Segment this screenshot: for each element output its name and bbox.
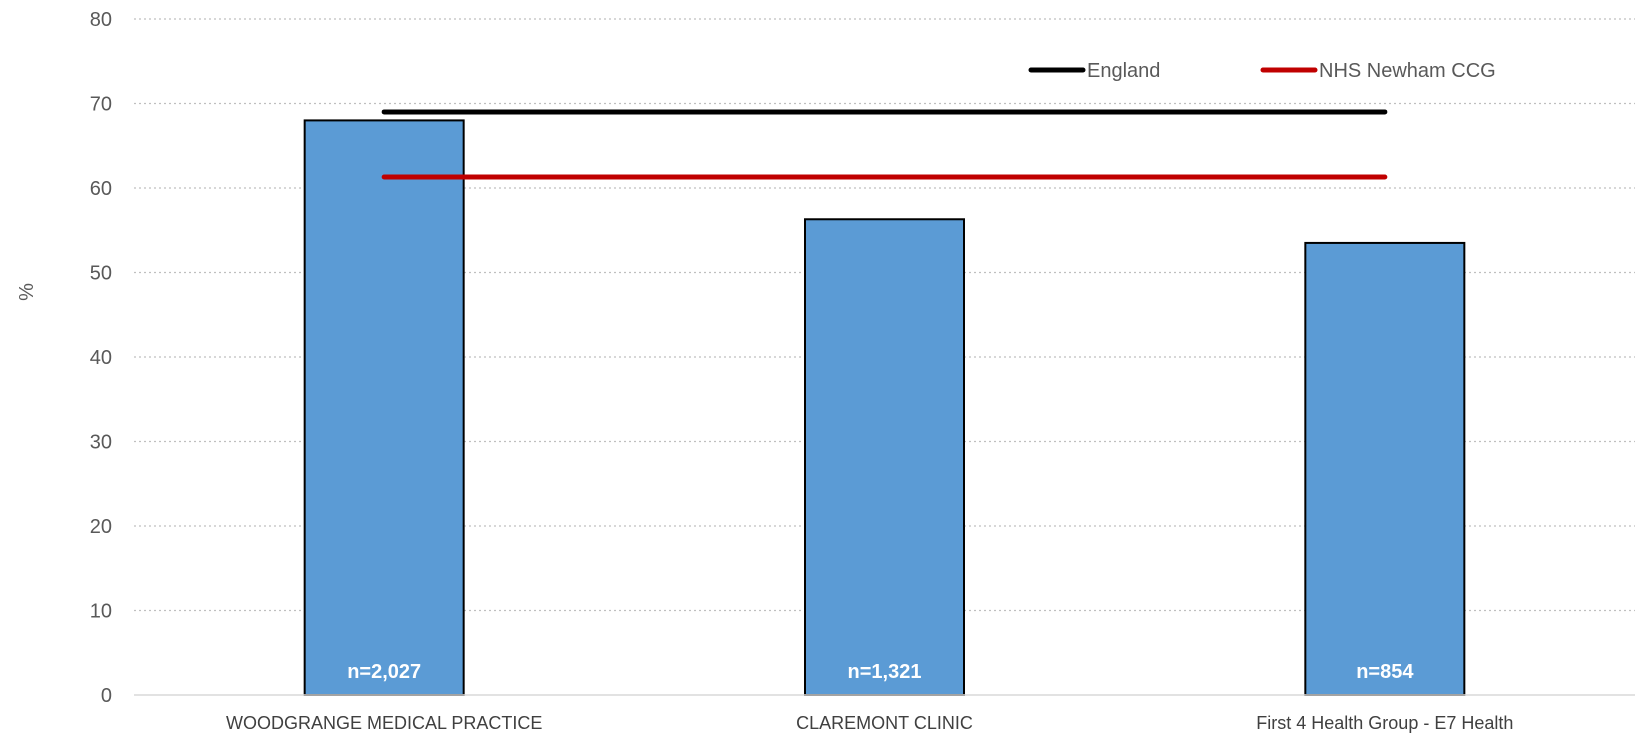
y-tick-label: 20 (90, 516, 112, 538)
y-tick-label: 30 (90, 432, 112, 454)
y-tick-label: 50 (90, 263, 112, 285)
bar-data-label: n=854 (1356, 661, 1414, 683)
legend-label: NHS Newham CCG (1319, 60, 1496, 82)
bar (303, 119, 465, 696)
y-axis-ticks: 0 10 20 30 40 50 60 70 80 (90, 9, 112, 707)
x-category-label: CLAREMONT CLINIC (796, 713, 973, 733)
reference-lines (381, 109, 1388, 180)
bar-data-label: n=1,321 (848, 661, 922, 683)
bars: n=2,027 n=1,321 n=854 (303, 119, 1466, 697)
y-tick-label: 70 (90, 94, 112, 116)
y-tick-label: 60 (90, 178, 112, 200)
y-tick-label: 0 (101, 685, 112, 707)
bar (1304, 241, 1466, 697)
bar-data-label: n=2,027 (347, 661, 421, 683)
y-tick-label: 40 (90, 347, 112, 369)
legend-label: England (1087, 60, 1160, 82)
x-category-label: First 4 Health Group - E7 Health (1256, 713, 1513, 733)
x-category-label: WOODGRANGE MEDICAL PRACTICE (226, 713, 542, 733)
y-tick-label: 80 (90, 9, 112, 31)
y-tick-label: 10 (90, 601, 112, 623)
y-axis-title: % (16, 283, 38, 301)
x-axis-categories: WOODGRANGE MEDICAL PRACTICE CLAREMONT CLI… (226, 713, 1513, 733)
bar (804, 218, 965, 696)
legend: England NHS Newham CCG (1028, 60, 1496, 82)
